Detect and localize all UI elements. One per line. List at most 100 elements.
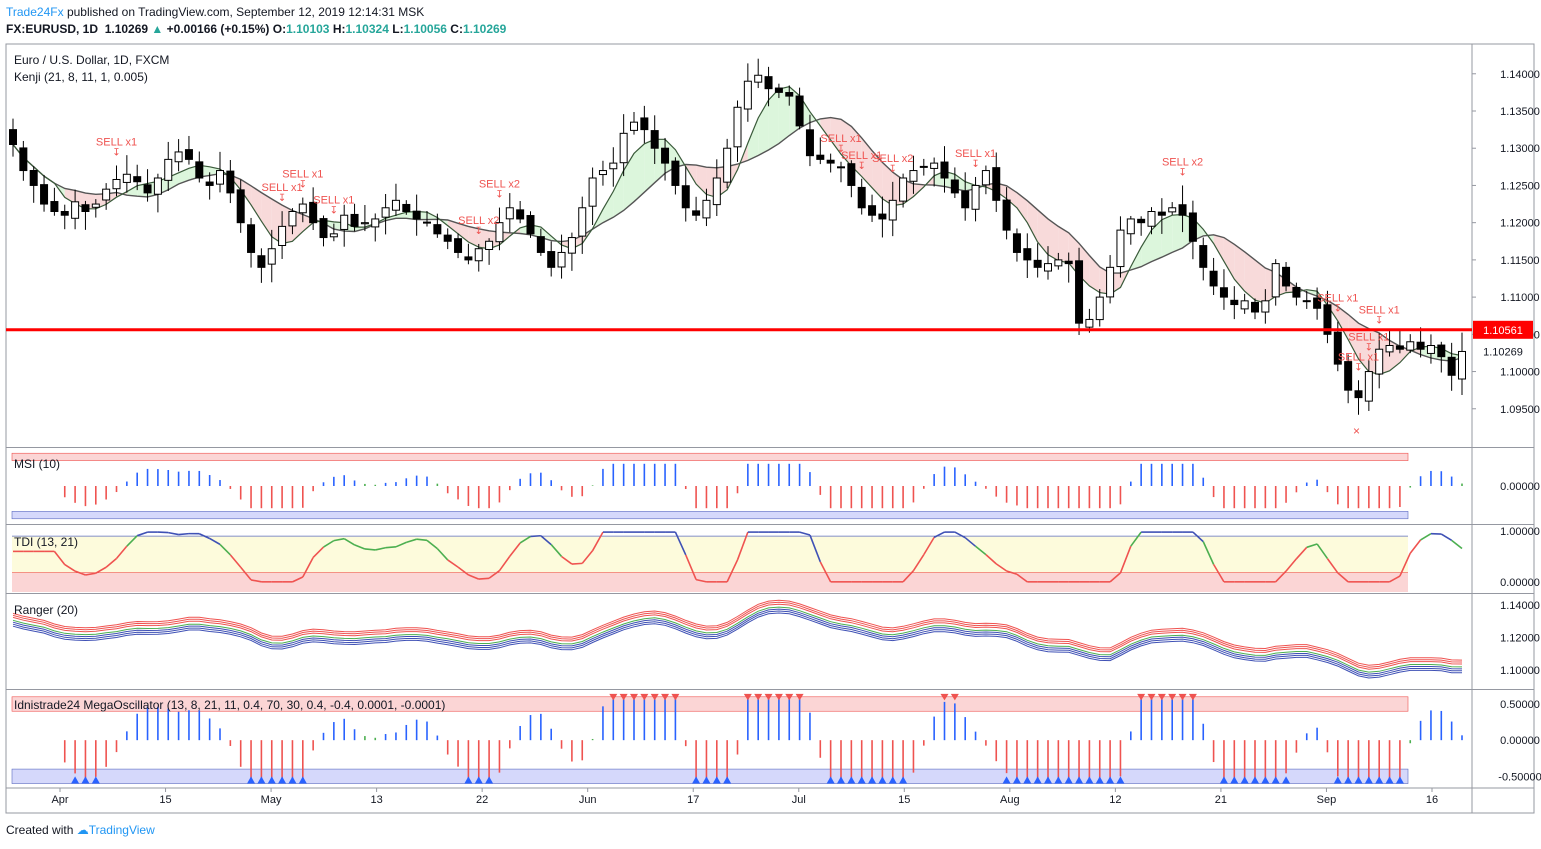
tdi-line-segment xyxy=(333,537,345,542)
mega-sell-triangle-icon xyxy=(785,693,794,701)
price-tick-label: 1.09500 xyxy=(1500,404,1540,416)
key-level-label: 1.10561 xyxy=(1483,325,1523,337)
tdi-line-segment xyxy=(726,559,739,583)
candle-body xyxy=(1354,390,1363,399)
sell-signal-label: SELL x1 xyxy=(262,182,303,194)
candle-body xyxy=(247,224,256,253)
time-tick-label: 15 xyxy=(898,794,910,806)
time-tick-label: Sep xyxy=(1317,794,1337,806)
last-price-axis-label: 1.10269 xyxy=(1483,346,1523,358)
candle-body xyxy=(278,225,287,247)
candle-body xyxy=(733,106,742,148)
candle-body xyxy=(1344,361,1353,391)
mega-buy-triangle-icon xyxy=(1012,776,1021,784)
candle-body xyxy=(1116,229,1125,268)
candle-body xyxy=(1375,348,1384,375)
sell-signal-label: SELL x1 xyxy=(1348,331,1389,343)
kenji-cloud-segment xyxy=(1223,237,1235,280)
mega-buy-triangle-icon xyxy=(1116,776,1125,784)
tdi-line-segment xyxy=(1109,572,1121,583)
tdi-line-segment xyxy=(488,570,500,579)
tdi-line-segment xyxy=(292,576,304,583)
published-text: published on TradingView.com, September … xyxy=(66,5,425,19)
open-value: 1.10103 xyxy=(286,22,330,36)
mega-sell-triangle-icon xyxy=(1178,693,1187,701)
tdi-line-segment xyxy=(975,545,987,556)
tdi-line-segment xyxy=(902,570,915,583)
tdi-line-segment xyxy=(1306,543,1318,549)
candle-body xyxy=(112,178,121,190)
candle-body xyxy=(81,204,90,212)
candle-body xyxy=(971,184,980,210)
candle-body xyxy=(588,177,597,207)
key-level-tag xyxy=(1473,320,1533,339)
ranger-tick-label: 1.14000 xyxy=(1500,600,1540,612)
tdi-tick-label: 0.00000 xyxy=(1500,577,1540,589)
price-tick-label: 1.13000 xyxy=(1500,143,1540,155)
sell-signal-marker-icon: ↧ xyxy=(858,161,866,172)
candle-body xyxy=(267,248,276,265)
mega-sell-triangle-icon xyxy=(671,693,680,701)
candle-body xyxy=(340,214,349,230)
tdi-line-segment xyxy=(178,532,190,536)
tdi-line-segment xyxy=(809,534,822,563)
tdi-line-segment xyxy=(229,554,242,568)
kenji-cloud-segment xyxy=(747,117,759,161)
candle-body xyxy=(1054,259,1063,267)
candle-body xyxy=(1426,345,1435,354)
tdi-line-segment xyxy=(157,531,169,534)
time-tick-label: 12 xyxy=(1109,794,1121,806)
candle-body xyxy=(723,147,732,183)
sell-signal-marker-icon: ↧ xyxy=(330,206,338,217)
candle-body xyxy=(1385,345,1394,353)
kenji-cloud-segment xyxy=(1234,244,1245,292)
candle-body xyxy=(350,213,359,227)
candle-body xyxy=(1106,266,1115,298)
candle-body xyxy=(857,186,866,209)
tdi-line-segment xyxy=(64,563,76,572)
candle-body xyxy=(1292,286,1301,298)
kenji-cloud-segment xyxy=(1016,192,1028,223)
candle-body xyxy=(1023,248,1032,261)
mega-buy-triangle-icon xyxy=(91,776,100,784)
low-label: L: xyxy=(392,22,404,36)
candle-body xyxy=(1437,344,1446,358)
mega-buy-triangle-icon xyxy=(868,776,877,784)
candle-body xyxy=(630,121,638,131)
kenji-cloud-segment xyxy=(240,179,252,205)
candle-body xyxy=(640,117,649,131)
candle-body xyxy=(1033,259,1042,268)
mega-buy-triangle-icon xyxy=(1240,776,1249,784)
candle-body xyxy=(319,218,328,239)
candle-body xyxy=(1395,345,1404,350)
footer-created: Created with xyxy=(6,823,74,837)
mega-tick-label: 0.50000 xyxy=(1500,699,1540,711)
tdi-line-segment xyxy=(198,532,210,540)
tdi-line-segment xyxy=(1409,539,1422,554)
candle-body xyxy=(526,215,535,235)
tdi-line-segment xyxy=(375,546,386,551)
tdi-line-segment xyxy=(1440,533,1453,542)
candle-body xyxy=(940,161,949,179)
ranger-band-line xyxy=(12,610,1463,677)
tdi-line-segment xyxy=(1316,543,1329,560)
sell-signal-marker-icon: ↧ xyxy=(1365,342,1373,353)
kenji-cloud-segment xyxy=(820,117,831,141)
tdi-line-segment xyxy=(540,535,552,546)
time-tick-label: May xyxy=(261,794,282,806)
candle-body xyxy=(567,237,576,254)
cross-marker-icon: × xyxy=(1353,424,1360,438)
mega-sell-triangle-icon xyxy=(795,693,804,701)
mega-buy-triangle-icon xyxy=(1354,776,1363,784)
candle-body xyxy=(702,199,711,219)
candle-body xyxy=(1085,318,1094,328)
tdi-line-segment xyxy=(561,555,573,565)
mega-lower-band xyxy=(11,768,1409,784)
footer-brand[interactable]: TradingView xyxy=(88,823,155,837)
mega-sell-triangle-icon xyxy=(630,693,638,701)
publisher-brand[interactable]: Trade24Fx xyxy=(6,5,64,19)
sell-signal-label: SELL x1 xyxy=(955,148,996,160)
close-value: 1.10269 xyxy=(462,22,507,36)
candle-body xyxy=(40,184,49,205)
